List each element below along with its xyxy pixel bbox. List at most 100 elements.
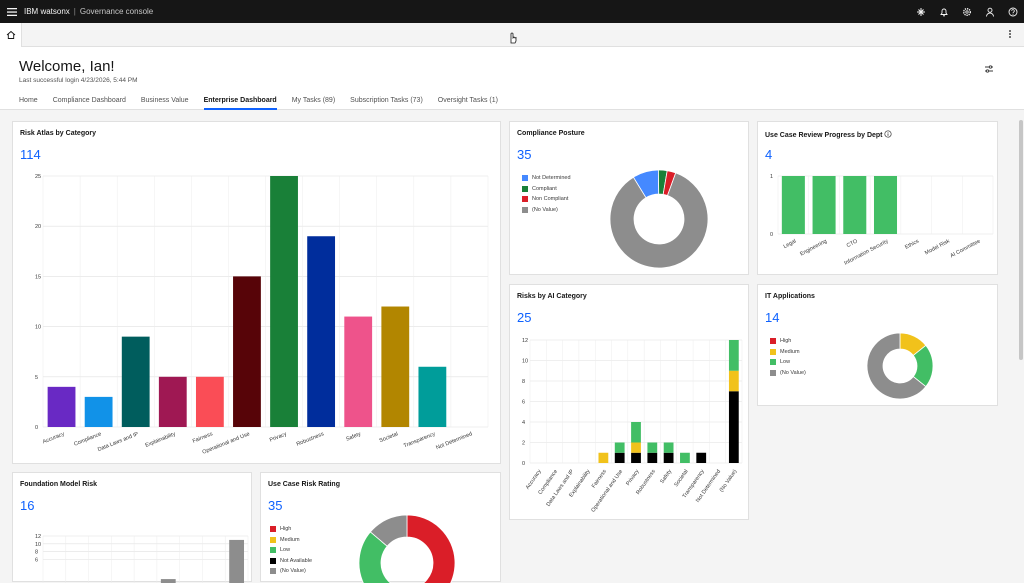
bar	[418, 366, 447, 427]
card-count[interactable]: 114	[20, 147, 41, 162]
card-count[interactable]: 35	[268, 498, 283, 513]
stacked-bar-segment	[647, 452, 658, 463]
bar	[843, 176, 867, 234]
legend-swatch	[270, 557, 276, 564]
it-applications-legend: High Medium Low (No Value)	[770, 336, 806, 378]
x-tick-label: Fairness	[591, 469, 608, 490]
x-tick-label: Safety	[659, 469, 673, 485]
legend-item[interactable]: (No Value)	[522, 205, 571, 216]
bar	[233, 276, 261, 427]
x-tick-label: Model Risk	[924, 238, 951, 256]
help-icon[interactable]	[1001, 0, 1024, 23]
foundation-model-risk-card: Foundation Model Risk 16 6 8 10 12	[12, 472, 252, 583]
tab-business-value[interactable]: Business Value	[140, 97, 189, 104]
bar	[158, 376, 187, 427]
legend-swatch	[270, 536, 276, 543]
tab-subscription-tasks[interactable]: Subscription Tasks (73)	[350, 97, 423, 104]
card-title: Use Case Risk Rating	[268, 481, 340, 488]
stacked-bar-segment	[614, 452, 625, 463]
page-scrollbar[interactable]	[1018, 110, 1024, 577]
home-tab[interactable]	[0, 23, 22, 47]
card-title: Risks by AI Category	[517, 293, 587, 300]
stacked-bar-segment	[663, 452, 674, 463]
brand[interactable]: IBM watsonx | Governance console	[24, 7, 153, 16]
x-tick-label: Compliance	[73, 431, 102, 447]
y-tick-label: 8	[35, 550, 38, 556]
legend-item[interactable]: High	[770, 336, 806, 347]
card-count[interactable]: 14	[765, 310, 780, 325]
stacked-bar-segment	[631, 422, 641, 443]
x-tick-label: AI Committee	[949, 238, 981, 259]
legend-label: Not Available	[280, 557, 313, 564]
legend-item[interactable]: (No Value)	[770, 368, 806, 379]
tab-oversight-tasks[interactable]: Oversight Tasks (1)	[437, 97, 498, 104]
stacked-bar-segment	[680, 452, 690, 463]
y-tick-label: 8	[522, 379, 525, 385]
hamburger-menu-icon[interactable]	[0, 0, 24, 23]
y-tick-label: 20	[35, 224, 41, 230]
legend-label: Medium	[780, 348, 800, 355]
it-applications-card: IT Applications 14 High Medium Low (No V…	[757, 284, 998, 406]
stacked-bar-segment	[728, 370, 739, 392]
bar	[160, 579, 176, 583]
bar	[195, 376, 224, 427]
bar	[47, 386, 76, 427]
legend-swatch	[770, 369, 776, 376]
scrollbar-thumb[interactable]	[1019, 120, 1023, 360]
y-tick-label: 6	[522, 400, 525, 406]
donut-slice	[369, 514, 408, 547]
legend-item[interactable]: Medium	[770, 347, 806, 358]
card-count[interactable]: 16	[20, 498, 35, 513]
info-icon[interactable]	[884, 130, 893, 138]
legend-swatch	[770, 338, 776, 345]
notification-bell-icon[interactable]	[932, 0, 955, 23]
y-tick-label: 4	[522, 420, 525, 426]
y-tick-label: 10	[35, 325, 41, 331]
compliance-donut-chart	[609, 169, 709, 269]
home-icon	[6, 30, 15, 39]
card-count[interactable]: 35	[517, 147, 532, 162]
legend-item[interactable]: High	[270, 524, 312, 535]
legend-label: Not Determined	[532, 175, 571, 182]
legend-item[interactable]: (No Value)	[270, 566, 312, 577]
workspace-tab-bar	[0, 23, 1024, 47]
card-count[interactable]: 4	[765, 147, 773, 162]
legend-item[interactable]: Low	[270, 545, 312, 556]
customize-sliders-icon[interactable]	[984, 64, 994, 74]
y-tick-label: 6	[35, 558, 38, 564]
tab-enterprise-dashboard[interactable]: Enterprise Dashboard	[203, 95, 277, 110]
mouse-pointer-hand-icon	[510, 32, 517, 44]
page-header: Welcome, Ian! Last successful login 4/23…	[0, 47, 1024, 110]
user-profile-icon[interactable]	[978, 0, 1001, 23]
overflow-menu-icon[interactable]	[1008, 29, 1012, 41]
legend-item[interactable]: Compliant	[522, 184, 571, 195]
x-tick-label: Fairness	[192, 431, 214, 445]
risk-atlas-card: Risk Atlas by Category 114 0 5 10 15 20 25 Acc…	[12, 121, 501, 464]
legend-label: (No Value)	[532, 206, 558, 213]
legend-label: Low	[780, 359, 791, 366]
settings-gear-icon[interactable]	[955, 0, 978, 23]
legend-item[interactable]: Low	[770, 357, 806, 368]
card-title: Foundation Model Risk	[20, 481, 97, 488]
stacked-bar-segment	[631, 452, 641, 463]
tab-my-tasks[interactable]: My Tasks (89)	[291, 97, 336, 104]
use-case-risk-legend: High Medium Low Not Available (No Value)	[270, 524, 312, 577]
tab-home[interactable]: Home	[19, 97, 38, 104]
x-tick-label: Explainability	[145, 431, 177, 449]
last-login-text: Last successful login 4/23/2026, 5:44 PM	[19, 77, 138, 84]
legend-item[interactable]: Not Determined	[522, 173, 571, 184]
tab-compliance-dashboard[interactable]: Compliance Dashboard	[52, 97, 126, 104]
y-tick-label: 2	[522, 441, 525, 447]
tools-icon[interactable]	[909, 0, 932, 23]
legend-item[interactable]: Not Available	[270, 556, 312, 567]
card-count[interactable]: 25	[517, 310, 532, 325]
legend-item[interactable]: Medium	[270, 535, 312, 546]
stacked-bar-segment	[598, 452, 609, 463]
bar	[381, 306, 410, 427]
y-tick-label: 5	[35, 375, 38, 381]
legend-item[interactable]: Non Compliant	[522, 194, 571, 205]
brand-name: IBM watsonx	[24, 7, 70, 16]
